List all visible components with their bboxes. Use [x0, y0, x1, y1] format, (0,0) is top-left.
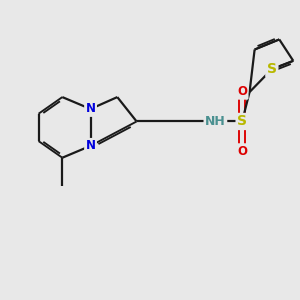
Text: N: N	[85, 103, 96, 116]
Text: NH: NH	[205, 115, 226, 128]
Text: N: N	[85, 139, 96, 152]
Text: O: O	[237, 145, 247, 158]
Text: O: O	[237, 85, 247, 98]
Text: S: S	[237, 115, 247, 128]
Text: S: S	[267, 62, 277, 76]
